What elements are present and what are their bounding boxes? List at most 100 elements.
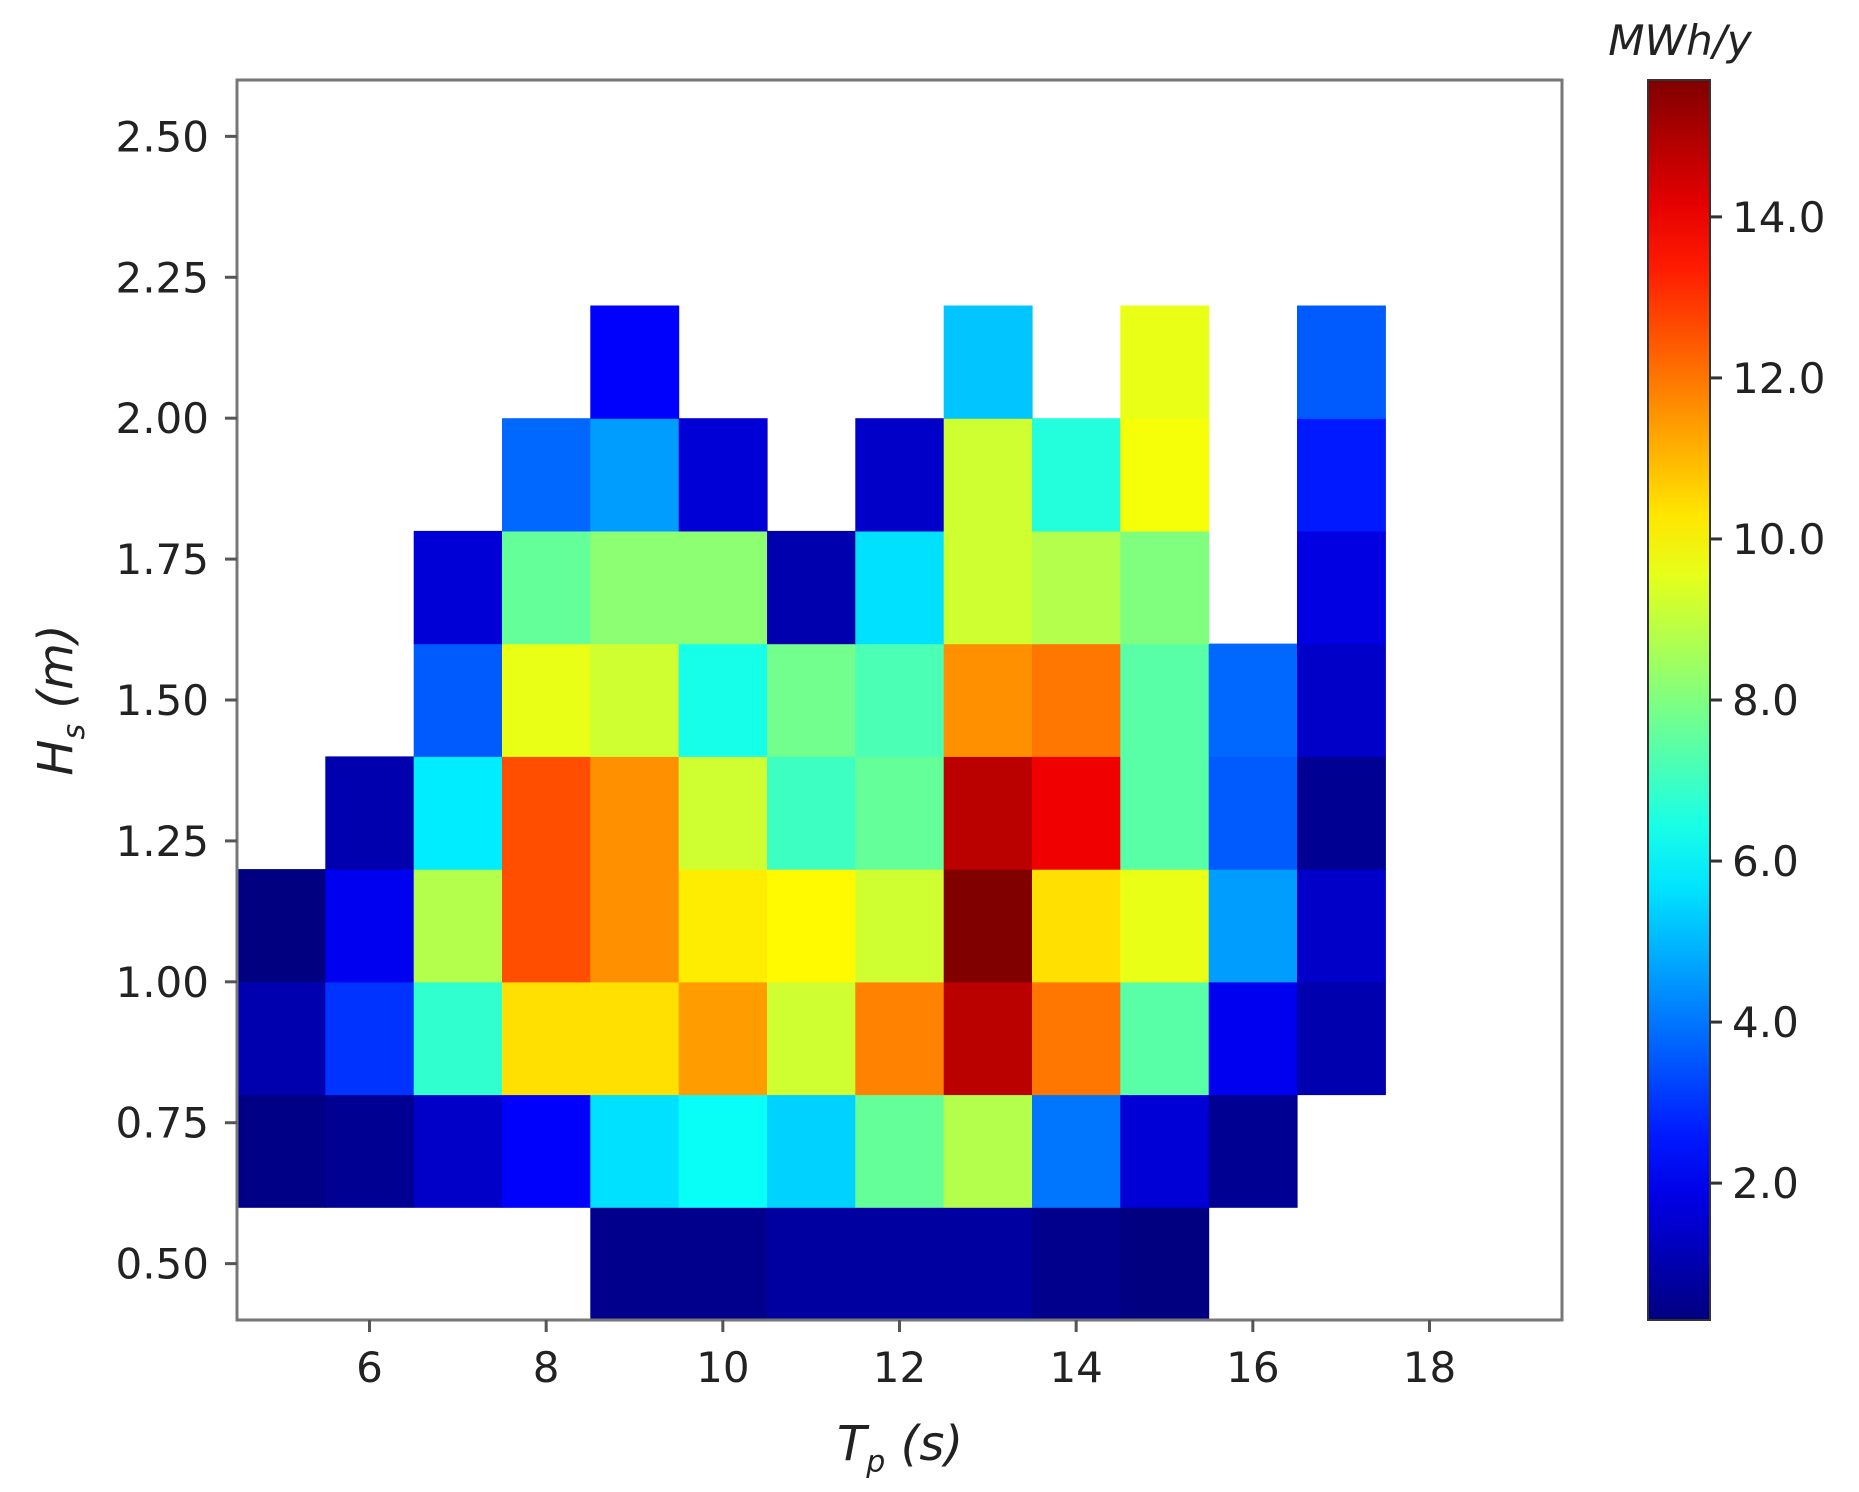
heatmap-cell	[502, 1094, 591, 1208]
heatmap-cell	[1208, 643, 1298, 757]
heatmap-cell	[325, 1094, 415, 1208]
y-axis: 0.50 0.75 1.00 1.25 1.50 1.75 2.00 2.25 2.50	[115, 112, 237, 1289]
heatmap-cells	[237, 305, 1386, 1321]
heatmap-cell	[1120, 981, 1210, 1096]
heatmap-cell	[590, 869, 680, 983]
x-tick-label: 18	[1403, 1343, 1456, 1392]
x-tick-label: 12	[873, 1343, 926, 1392]
heatmap-cell	[1208, 756, 1298, 870]
y-tick-label: 1.75	[115, 535, 209, 584]
heatmap-cell	[855, 530, 945, 645]
heatmap-cell	[855, 869, 945, 983]
heatmap-cell	[325, 756, 415, 870]
colorbar-tick-label: 6.0	[1732, 837, 1799, 886]
heatmap-cell	[590, 756, 680, 870]
y-axis-label-main: H	[28, 740, 84, 776]
heatmap-cell	[237, 869, 326, 983]
y-axis-label-unit: (m)	[28, 624, 84, 723]
heatmap-cell	[1032, 1207, 1121, 1321]
heatmap-cell	[855, 418, 945, 532]
y-tick-label: 0.75	[115, 1099, 209, 1148]
colorbar-tick-label: 8.0	[1732, 676, 1799, 725]
heatmap-cell	[1297, 643, 1386, 757]
heatmap-cell	[855, 643, 945, 757]
y-axis-label-subscript: s	[57, 724, 92, 740]
heatmap-cell	[767, 1094, 856, 1208]
heatmap-cell	[502, 418, 591, 532]
x-axis-label: Tp (s)	[837, 1416, 963, 1480]
heatmap-cell	[413, 756, 503, 870]
colorbar	[1647, 79, 1711, 1321]
heatmap-cell	[678, 1207, 768, 1321]
heatmap-cell	[855, 756, 945, 870]
heatmap-cell	[678, 643, 768, 757]
heatmap-cell	[767, 981, 856, 1096]
heatmap-cell	[767, 643, 856, 757]
heatmap-cell	[1032, 418, 1121, 532]
heatmap-cell	[1032, 1094, 1121, 1208]
heatmap-cell	[1120, 1094, 1210, 1208]
heatmap-cell	[943, 1207, 1033, 1321]
heatmap-cell	[1120, 1207, 1210, 1321]
heatmap-cell	[943, 643, 1033, 757]
heatmap-cell	[325, 981, 415, 1096]
heatmap-cell	[1297, 305, 1386, 419]
heatmap-cell	[678, 981, 768, 1096]
heatmap-cell	[1120, 756, 1210, 870]
heatmap-cell	[678, 1094, 768, 1208]
heatmap-cell	[855, 981, 945, 1096]
y-tick-label: 1.50	[115, 676, 209, 725]
x-axis-label-subscript: p	[865, 1445, 885, 1480]
heatmap-cell	[943, 305, 1033, 419]
colorbar-tick-label: 12.0	[1732, 354, 1826, 403]
heatmap-cell	[1120, 643, 1210, 757]
y-tick-label: 2.25	[115, 253, 209, 302]
heatmap-cell	[1032, 981, 1121, 1096]
x-axis-label-main: T	[837, 1416, 870, 1472]
heatmap-cell	[502, 981, 591, 1096]
heatmap-cell	[943, 869, 1033, 983]
heatmap-cell	[678, 756, 768, 870]
colorbar-ticks: 2.0 4.0 6.0 8.0 10.0 12.0 14.0	[1710, 193, 1826, 1208]
heatmap-cell	[767, 1207, 856, 1321]
heatmap-cell	[767, 530, 856, 645]
heatmap-cell	[767, 869, 856, 983]
heatmap-cell	[590, 305, 680, 419]
heatmap-cell	[1032, 756, 1121, 870]
heatmap-cell	[325, 869, 415, 983]
heatmap-cell	[590, 643, 680, 757]
x-axis: 6 8 10 12 14 16 18	[356, 1320, 1456, 1392]
heatmap-cell	[678, 869, 768, 983]
heatmap-cell	[855, 1207, 945, 1321]
heatmap-cell	[237, 1094, 326, 1208]
x-axis-label-unit: (s)	[885, 1416, 963, 1472]
x-tick-label: 8	[533, 1343, 560, 1392]
heatmap-cell	[502, 756, 591, 870]
heatmap-cell	[237, 981, 326, 1096]
y-tick-label: 2.00	[115, 394, 209, 443]
heatmap-cell	[1208, 869, 1298, 983]
heatmap-cell	[1120, 869, 1210, 983]
colorbar-tick-label: 10.0	[1732, 515, 1826, 564]
heatmap-cell	[1032, 530, 1121, 645]
heatmap-cell	[413, 1094, 503, 1208]
y-axis-label: Hs (m)	[28, 624, 92, 775]
heatmap-cell	[590, 981, 680, 1096]
y-tick-label: 1.25	[115, 817, 209, 866]
x-tick-label: 16	[1226, 1343, 1279, 1392]
heatmap-cell	[1120, 418, 1210, 532]
heatmap-cell	[767, 756, 856, 870]
heatmap-cell	[502, 530, 591, 645]
heatmap-cell	[1297, 418, 1386, 532]
heatmap-cell	[590, 530, 680, 645]
heatmap-cell	[502, 869, 591, 983]
heatmap-cell	[1297, 981, 1386, 1096]
colorbar-label: MWh/y	[1608, 16, 1753, 65]
heatmap-cell	[413, 869, 503, 983]
heatmap-cell	[943, 530, 1033, 645]
y-tick-label: 2.50	[115, 112, 209, 161]
heatmap-cell	[1208, 981, 1298, 1096]
heatmap-cell	[1297, 530, 1386, 645]
